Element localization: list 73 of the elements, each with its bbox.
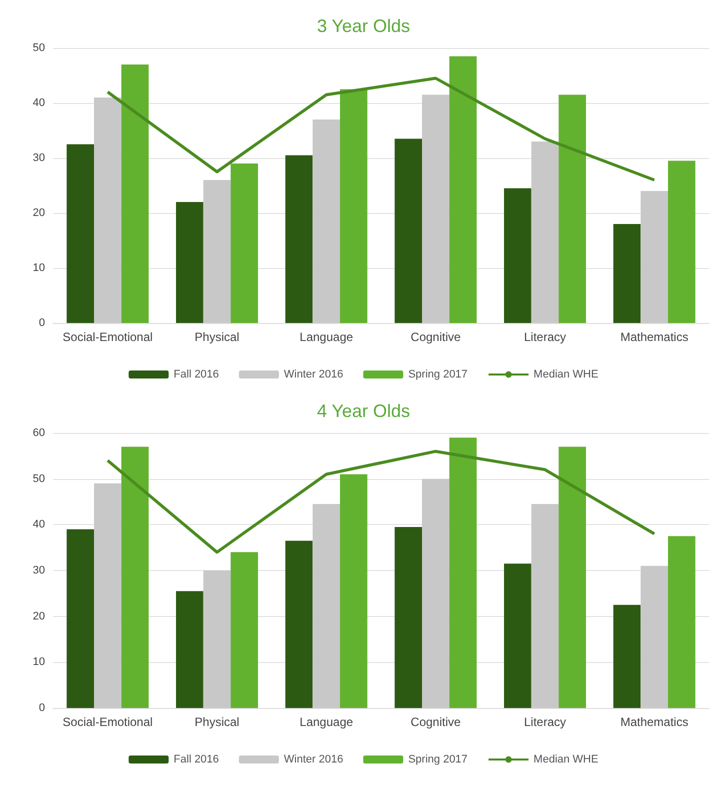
legend-label: Median WHE (534, 368, 598, 380)
bar (640, 566, 668, 708)
legend-label: Spring 2017 (408, 368, 468, 380)
y-tick-label: 20 (32, 610, 45, 622)
bar (230, 552, 258, 708)
bar (94, 98, 122, 323)
x-tick-label: Physical (194, 330, 240, 344)
bar (176, 591, 204, 708)
x-tick-label: Social-Emotional (62, 715, 153, 729)
bar (340, 89, 368, 323)
legend-label: Winter 2016 (284, 368, 344, 380)
bar (176, 202, 204, 323)
bar (613, 604, 641, 708)
y-tick-label: 0 (38, 317, 45, 329)
bar (121, 64, 149, 323)
x-tick-label: Physical (194, 715, 240, 729)
bar (613, 224, 641, 323)
bar (121, 446, 149, 708)
y-tick-label: 10 (32, 262, 45, 274)
x-tick-label: Cognitive (410, 715, 462, 729)
bar (203, 180, 231, 323)
bar (668, 536, 696, 708)
bar (203, 570, 231, 708)
bar (504, 564, 532, 708)
x-tick-label: Literacy (524, 330, 566, 344)
bar (558, 446, 586, 708)
legend-label: Winter 2016 (284, 754, 344, 766)
bar (449, 56, 477, 323)
bar (394, 526, 422, 708)
x-tick-label: Mathematics (620, 330, 688, 344)
y-tick-label: 60 (32, 427, 45, 439)
bar (531, 142, 559, 323)
bar (531, 504, 559, 708)
y-tick-label: 30 (32, 564, 45, 576)
chart-title: 3 Year Olds (316, 16, 410, 36)
legend-label: Fall 2016 (174, 754, 219, 766)
x-tick-label: Literacy (524, 715, 566, 729)
legend-label: Fall 2016 (174, 368, 219, 380)
bar (558, 94, 586, 323)
bar (640, 191, 668, 323)
y-tick-label: 30 (32, 152, 45, 164)
bar (285, 540, 313, 708)
legend-label: Spring 2017 (408, 754, 468, 766)
bar (66, 144, 94, 323)
x-tick-label: Social-Emotional (62, 330, 153, 344)
bar (394, 138, 422, 323)
bar (422, 478, 450, 708)
x-tick-label: Mathematics (620, 715, 688, 729)
bar (94, 483, 122, 708)
bar (230, 164, 258, 323)
y-tick-label: 20 (32, 207, 45, 219)
bar (285, 155, 313, 323)
x-tick-label: Language (300, 715, 354, 729)
legend-label: Median WHE (534, 754, 598, 766)
bar (668, 160, 696, 323)
y-tick-label: 50 (32, 42, 45, 54)
x-tick-label: Cognitive (410, 330, 462, 344)
x-tick-label: Language (300, 330, 354, 344)
y-tick-label: 10 (32, 656, 45, 668)
bar (422, 94, 450, 323)
y-tick-label: 40 (32, 518, 45, 531)
bar (66, 529, 94, 708)
y-tick-label: 40 (32, 97, 45, 109)
bar (340, 474, 368, 708)
bar (449, 438, 477, 708)
y-tick-label: 0 (38, 702, 45, 714)
bar (312, 504, 340, 708)
chart-title: 4 Year Olds (316, 401, 410, 421)
y-tick-label: 50 (32, 472, 45, 485)
line-series (106, 450, 656, 554)
bar (312, 120, 340, 323)
bar (504, 188, 532, 323)
line-series (106, 76, 656, 182)
